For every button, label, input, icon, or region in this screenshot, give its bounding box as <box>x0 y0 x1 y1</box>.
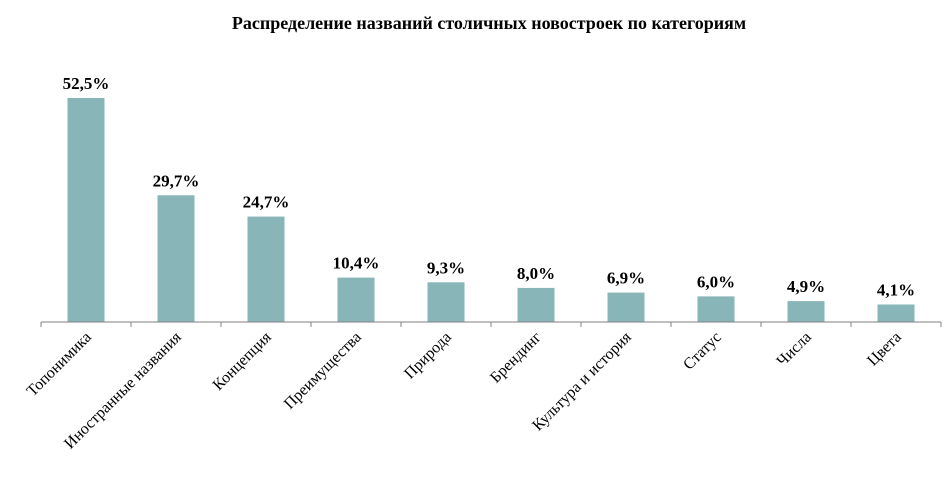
x-tick-label: Культура и история <box>529 328 635 434</box>
x-tick-label: Топонимика <box>24 329 95 400</box>
bar-value-label: 9,3% <box>427 258 465 277</box>
bar <box>157 195 195 322</box>
bar-value-label: 4,1% <box>877 281 915 300</box>
bar-value-label: 24,7% <box>243 193 290 212</box>
bar-value-label: 29,7% <box>153 171 200 190</box>
x-tick-label: Природа <box>401 329 455 383</box>
x-axis <box>40 321 942 327</box>
bar <box>877 304 915 322</box>
value-labels-group: 52,5% 29,7% 24,7% 10,4% 9,3% 8,0% 6,9% 6,0% 4,9%… <box>63 74 916 300</box>
bar-value-label: 10,4% <box>333 254 380 273</box>
chart-title: Распределение названий столичных новостр… <box>232 13 746 33</box>
x-tick-label: Цвета <box>864 329 905 370</box>
bar <box>67 98 105 322</box>
x-tick-label: Преимущества <box>281 329 365 413</box>
bars-group <box>67 98 915 322</box>
x-tick-label: Числа <box>774 329 815 370</box>
bar <box>427 282 465 322</box>
bar-value-label: 8,0% <box>517 264 555 283</box>
x-tick-label: Концепция <box>210 328 276 394</box>
x-tick-label: Брендинг <box>487 329 545 387</box>
bar <box>607 292 645 322</box>
bar <box>517 287 555 322</box>
bar-value-label: 6,9% <box>607 269 645 288</box>
bar <box>787 301 825 322</box>
bar <box>697 296 735 322</box>
x-tick-label: Статус <box>680 329 725 374</box>
bar-value-label: 52,5% <box>63 74 110 93</box>
bar-value-label: 4,9% <box>787 277 825 296</box>
bar <box>247 216 285 322</box>
bar <box>337 277 375 322</box>
bar-value-label: 6,0% <box>697 272 735 291</box>
